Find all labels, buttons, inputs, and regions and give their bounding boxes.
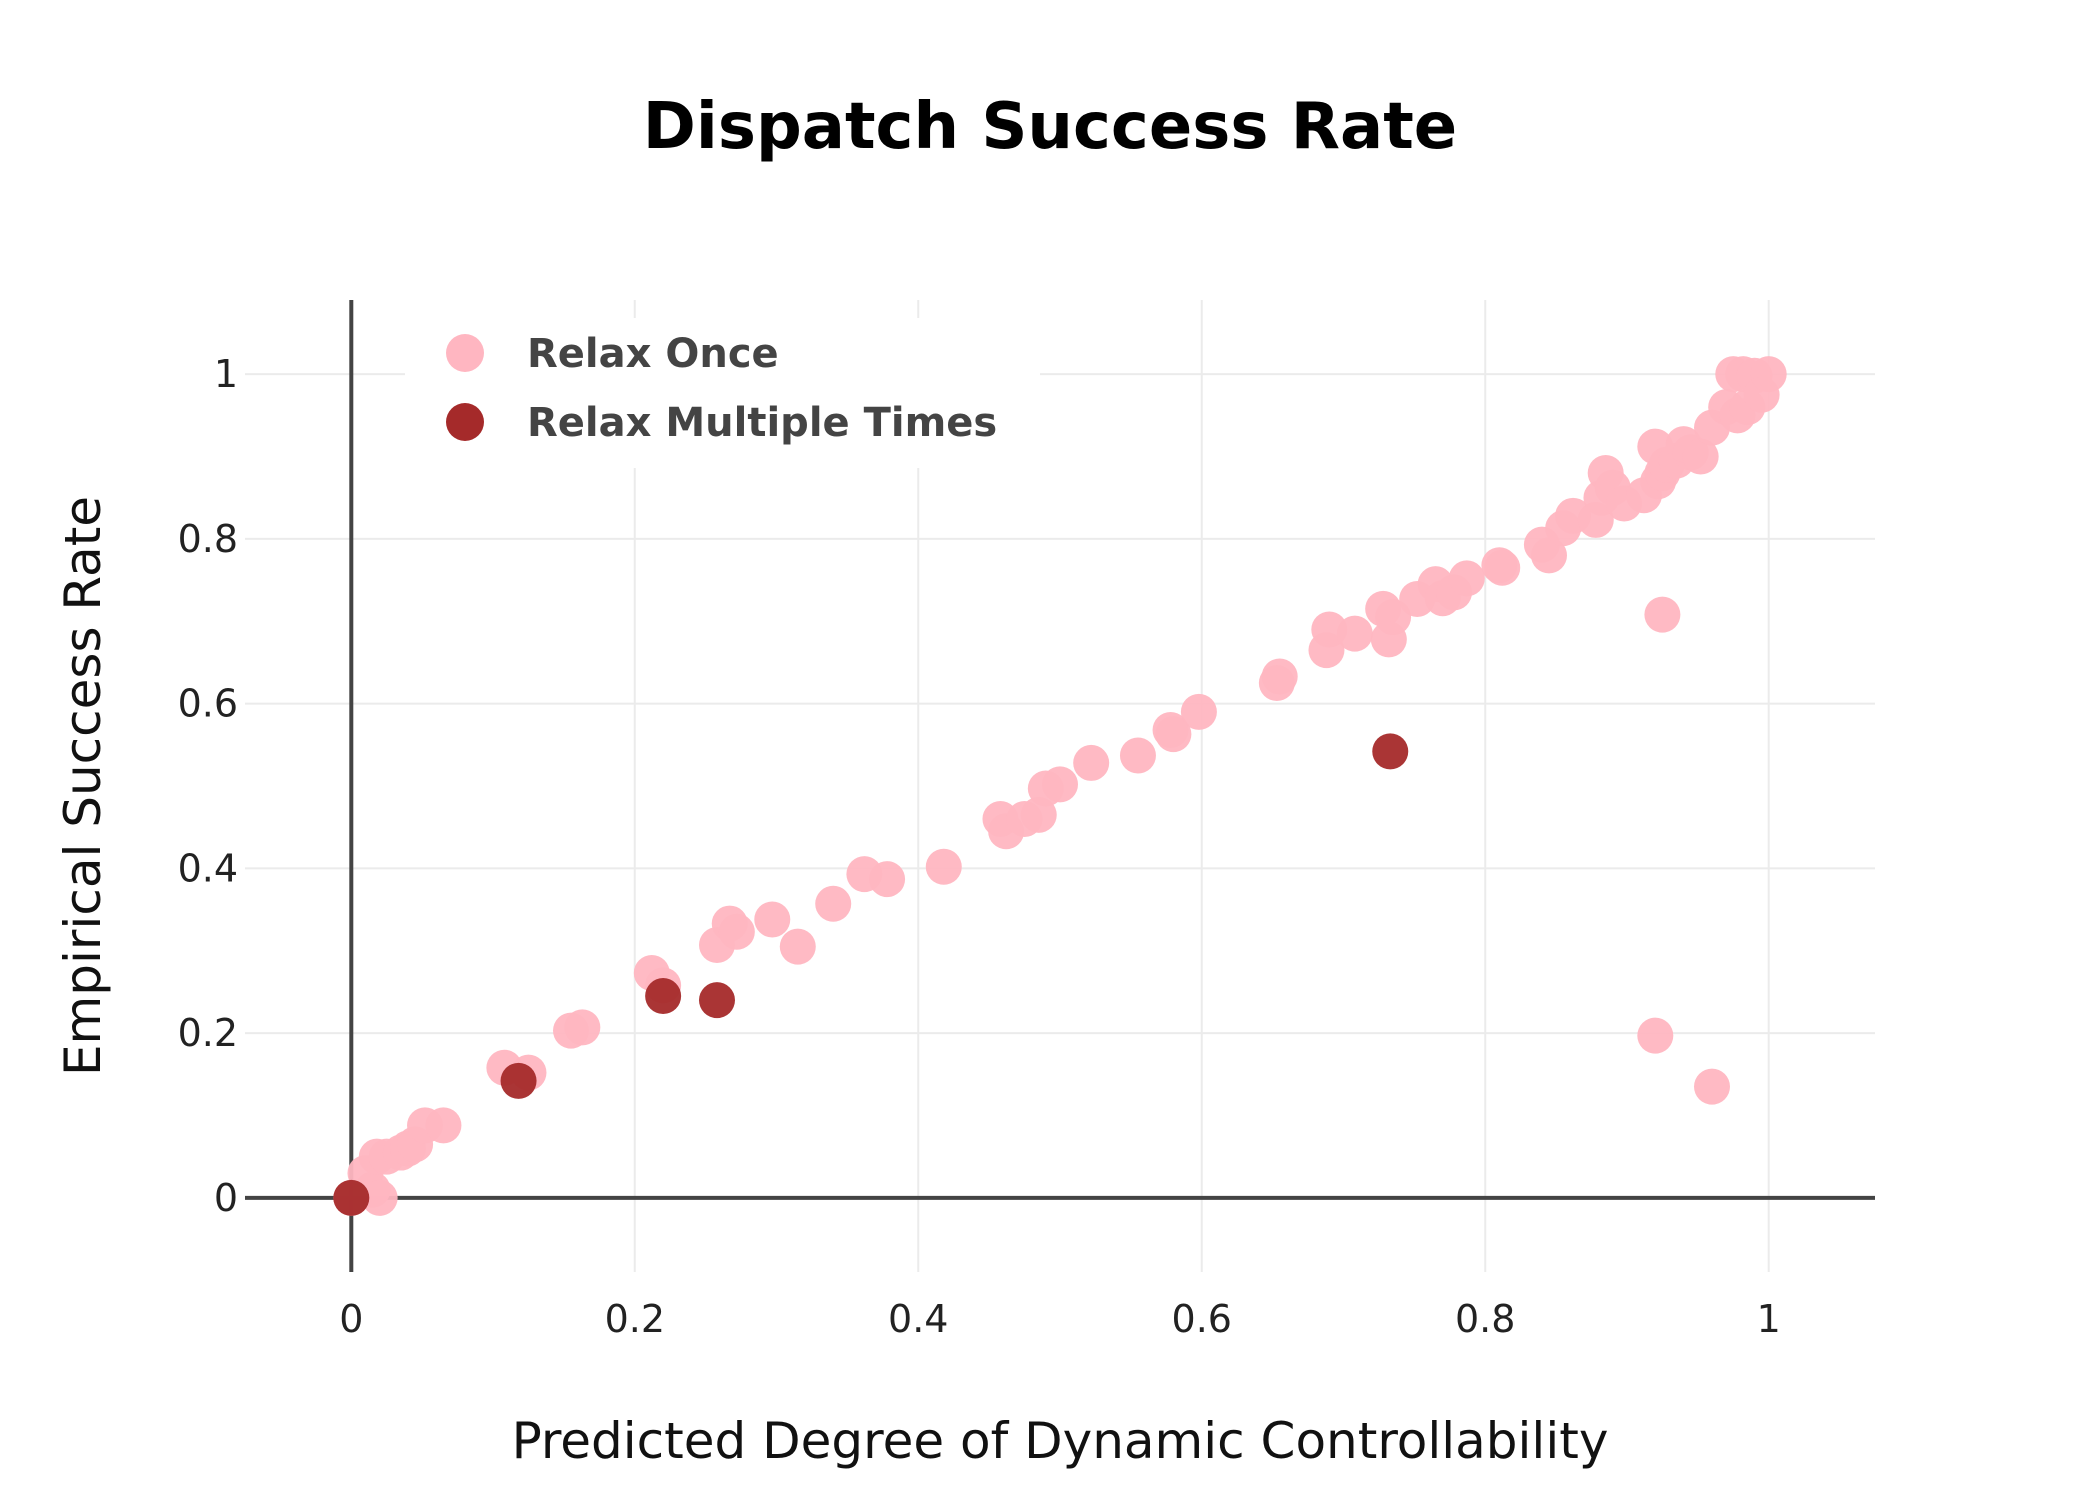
point-relax-once xyxy=(815,885,852,922)
point-relax-once xyxy=(1155,716,1192,753)
point-relax-once xyxy=(361,1179,398,1216)
point-relax-once xyxy=(1644,596,1681,633)
point-relax-once xyxy=(718,913,755,950)
data-points xyxy=(333,356,1787,1216)
y-tick-label: 0.6 xyxy=(178,682,238,726)
point-relax-once xyxy=(1448,560,1485,597)
point-relax-once xyxy=(1531,537,1567,574)
point-relax-multiple-times xyxy=(333,1179,370,1216)
point-relax-once xyxy=(1261,658,1298,695)
x-tick-label: 1 xyxy=(1757,1297,1781,1341)
point-relax-once xyxy=(1682,438,1719,475)
point-relax-once xyxy=(1336,615,1373,652)
y-tick-label: 1 xyxy=(214,352,238,396)
y-tick-label: 0 xyxy=(214,1176,238,1220)
x-axis-title: Predicted Degree of Dynamic Controllabil… xyxy=(512,1412,1609,1470)
y-axis-title: Empirical Success Rate xyxy=(54,496,112,1076)
point-relax-multiple-times xyxy=(645,978,682,1015)
point-relax-once xyxy=(1637,1017,1674,1054)
y-tick-label: 0.4 xyxy=(178,846,238,890)
point-relax-multiple-times xyxy=(1372,733,1409,770)
point-relax-once xyxy=(1180,693,1217,730)
y-tick-label: 0.8 xyxy=(178,517,238,561)
point-relax-once xyxy=(925,848,962,885)
point-relax-once xyxy=(869,861,906,898)
point-relax-multiple-times xyxy=(500,1062,537,1099)
x-tick-label: 0.4 xyxy=(888,1297,948,1341)
x-tick-label: 0.8 xyxy=(1455,1297,1515,1341)
point-relax-once xyxy=(754,901,791,938)
x-tick-label: 0.2 xyxy=(605,1297,665,1341)
point-relax-once xyxy=(564,1009,601,1046)
legend[interactable]: Relax Once Relax Multiple Times xyxy=(405,318,1040,468)
legend-swatch-relax-once xyxy=(446,334,484,372)
point-relax-once xyxy=(1694,1068,1730,1105)
chart-title: Dispatch Success Rate xyxy=(643,90,1457,164)
point-relax-once xyxy=(1750,356,1787,393)
point-relax-multiple-times xyxy=(698,982,735,1019)
zero-lines xyxy=(245,300,1875,1272)
point-relax-once xyxy=(1119,737,1156,774)
point-relax-once xyxy=(1073,744,1110,781)
tick-labels: 0 0.2 0.4 0.6 0.8 1 0 0.2 0.4 0.6 0.8 1 xyxy=(178,352,1781,1341)
point-relax-once xyxy=(1484,549,1521,586)
legend-background xyxy=(405,318,1040,468)
point-relax-once xyxy=(779,928,816,965)
legend-swatch-relax-multiple-times xyxy=(446,403,484,441)
point-relax-once xyxy=(1042,766,1078,803)
point-relax-once xyxy=(425,1107,462,1144)
x-tick-label: 0 xyxy=(339,1297,363,1341)
x-tick-label: 0.6 xyxy=(1172,1297,1232,1341)
y-tick-label: 0.2 xyxy=(178,1011,238,1055)
legend-label-relax-multiple-times: Relax Multiple Times xyxy=(527,400,997,446)
legend-label-relax-once: Relax Once xyxy=(527,331,779,377)
